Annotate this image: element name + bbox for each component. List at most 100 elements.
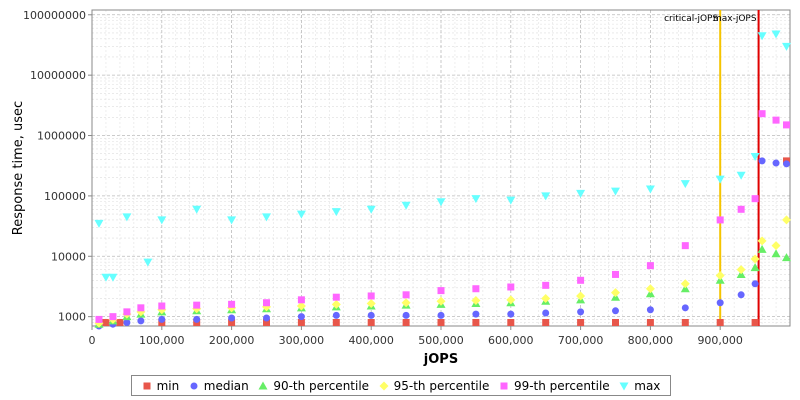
legend-swatch-min: [143, 382, 151, 389]
min-point: [102, 318, 110, 326]
median-point: [193, 315, 201, 323]
max-point: [436, 198, 446, 207]
median-point: [437, 311, 445, 319]
x-tick-label: 300,000: [279, 334, 325, 347]
median-point: [772, 159, 780, 167]
legend-label: max: [634, 378, 661, 393]
min-point: [612, 318, 619, 326]
99-th-percentile-point: [228, 300, 236, 308]
series-min: [102, 157, 791, 326]
min-point: [577, 318, 585, 326]
reference-line-label: max-jOPS: [713, 14, 757, 24]
max-point: [143, 258, 153, 267]
95-th-percentile-point: [645, 284, 655, 294]
min-point: [228, 318, 236, 326]
x-tick-label: 600,000: [488, 334, 534, 347]
max-point: [506, 196, 516, 205]
max-point: [715, 175, 725, 184]
99-th-percentile-point: [783, 121, 791, 129]
x-tick-label: 800,000: [628, 334, 674, 347]
99-th-percentile-point: [95, 315, 103, 323]
99-th-percentile-point: [158, 302, 166, 310]
99-th-percentile-point: [437, 287, 445, 295]
99-th-percentile-point: [646, 262, 654, 270]
median-point: [402, 311, 410, 319]
x-tick-label: 200,000: [209, 334, 255, 347]
max-point: [757, 32, 767, 41]
legend-label: min: [156, 378, 180, 393]
99-th-percentile-point: [472, 285, 480, 293]
legend-item-median: median: [189, 379, 249, 393]
99-th-percentile-point: [681, 242, 689, 250]
series-median: [95, 157, 791, 330]
99-th-percentile-point: [402, 291, 410, 299]
median-point: [367, 311, 375, 319]
min-point: [402, 318, 410, 326]
95-th-percentile-point: [366, 299, 376, 309]
legend-swatch-max: [619, 382, 629, 390]
y-tick-label: 1000000: [37, 130, 86, 143]
median-point: [228, 314, 236, 322]
max-point: [366, 205, 376, 214]
legend-marker: [190, 382, 198, 389]
min-point: [116, 318, 124, 326]
min-point: [681, 318, 689, 326]
min-point: [646, 318, 654, 326]
legend-item-99-th-percentile: 99-th percentile: [499, 379, 610, 393]
y-tick-label: 100000000: [23, 9, 86, 22]
data-points: [94, 30, 792, 330]
min-point: [751, 318, 759, 326]
max-point: [262, 213, 271, 222]
median-point: [783, 160, 791, 168]
median-point: [751, 280, 759, 288]
min-point: [507, 318, 515, 326]
95-th-percentile-point: [436, 296, 446, 306]
median-point: [577, 308, 585, 316]
median-point: [297, 313, 305, 321]
95-th-percentile-point: [331, 299, 341, 309]
median-point: [123, 318, 131, 326]
max-point: [541, 192, 551, 201]
95-th-percentile-point: [611, 288, 620, 298]
median-point: [263, 314, 270, 322]
legend-marker: [258, 381, 268, 389]
y-tick-label: 10000000: [30, 69, 86, 82]
90-th-percentile-point: [757, 244, 767, 253]
max-point: [401, 201, 411, 210]
median-point: [716, 299, 724, 307]
99-th-percentile-point: [137, 304, 145, 312]
legend-marker: [619, 382, 629, 390]
series-max: [94, 30, 792, 282]
x-tick-label: 500,000: [418, 334, 464, 347]
max-point: [94, 219, 104, 228]
median-point: [332, 311, 340, 319]
grid: [91, 10, 790, 327]
legend-item-95-th-percentile: 95-th percentile: [379, 379, 489, 393]
max-point: [782, 42, 792, 51]
99-th-percentile-point: [367, 292, 375, 300]
legend-item-90-th-percentile: 90-th percentile: [258, 379, 369, 393]
x-tick-label: 400,000: [348, 334, 394, 347]
max-point: [645, 185, 655, 194]
99-th-percentile-point: [612, 270, 619, 278]
max-point: [471, 195, 481, 204]
legend-label: 90-th percentile: [273, 378, 370, 393]
95-th-percentile-point: [750, 254, 760, 264]
median-point: [158, 315, 166, 323]
median-point: [472, 310, 480, 318]
reference-line-label: critical-jOPS: [664, 14, 718, 24]
99-th-percentile-point: [716, 216, 724, 224]
min-point: [542, 318, 550, 326]
x-tick-label: 100,000: [139, 334, 185, 347]
median-point: [137, 317, 145, 325]
y-tick-label: 1000: [58, 311, 86, 324]
max-point: [122, 213, 132, 222]
95-th-percentile-point: [680, 279, 690, 289]
max-point: [771, 30, 781, 39]
median-point: [612, 307, 619, 315]
min-point: [437, 318, 445, 326]
90-th-percentile-point: [771, 249, 781, 258]
max-point: [736, 171, 746, 180]
min-point: [297, 318, 305, 326]
